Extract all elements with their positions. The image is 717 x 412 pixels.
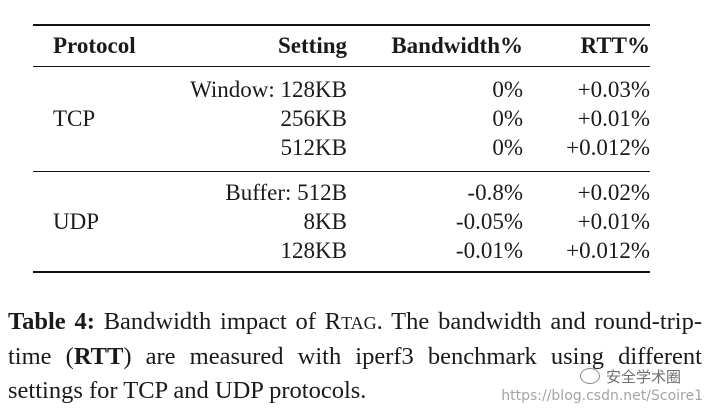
group-rule bbox=[33, 171, 650, 172]
watermark-account: 安全学术圈 bbox=[580, 366, 681, 387]
table-cell-rtt: +0.02% bbox=[577, 180, 650, 205]
top-rule bbox=[33, 24, 650, 26]
system-name: RTAG bbox=[324, 308, 377, 335]
table-cell-rtt: +0.01% bbox=[577, 209, 650, 234]
table-cell-setting: 512KB bbox=[280, 135, 347, 160]
protocol-tcp: TCP bbox=[53, 106, 96, 131]
wechat-icon bbox=[580, 368, 600, 384]
table-cell-setting: 256KB bbox=[280, 106, 347, 131]
table-cell-setting: Window: 128KB bbox=[190, 77, 347, 102]
header-bandwidth: Bandwidth% bbox=[391, 33, 523, 58]
table-cell-rtt: +0.012% bbox=[566, 238, 650, 263]
table-cell-bandwidth: -0.05% bbox=[455, 209, 523, 234]
table-cell-bandwidth: 0% bbox=[492, 77, 523, 102]
caption-text: Bandwidth impact of bbox=[103, 308, 316, 335]
watermark-url: https://blog.csdn.net/Scoire1 bbox=[501, 388, 703, 404]
table-cell-setting: 128KB bbox=[280, 238, 347, 263]
header-rule bbox=[33, 66, 650, 67]
table-cell-bandwidth: 0% bbox=[492, 106, 523, 131]
caption-abbrev: RTT bbox=[73, 343, 124, 370]
table-cell-rtt: +0.03% bbox=[577, 77, 650, 102]
caption-text: ) are measured with iperf3 benchmark usi… bbox=[8, 343, 702, 404]
table-cell-bandwidth: -0.01% bbox=[455, 238, 523, 263]
table-cell-rtt: +0.012% bbox=[566, 135, 650, 160]
table-cell-bandwidth: -0.8% bbox=[467, 180, 523, 205]
caption-label: Table 4: bbox=[8, 308, 95, 335]
table-cell-setting: 8KB bbox=[303, 209, 347, 234]
bottom-rule bbox=[33, 271, 650, 273]
protocol-udp: UDP bbox=[53, 209, 100, 234]
table-cell-rtt: +0.01% bbox=[577, 106, 650, 131]
header-setting: Setting bbox=[278, 33, 347, 58]
table-cell-setting: Buffer: 512B bbox=[225, 180, 347, 205]
caption-text: . The bandwidth and round-trip-time ( bbox=[8, 308, 703, 370]
table-cell-bandwidth: 0% bbox=[492, 135, 523, 160]
header-rtt: RTT% bbox=[580, 33, 650, 58]
header-protocol: Protocol bbox=[53, 33, 136, 58]
table-caption: Table 4: Bandwidth impact of RTAG. The b… bbox=[8, 305, 702, 408]
